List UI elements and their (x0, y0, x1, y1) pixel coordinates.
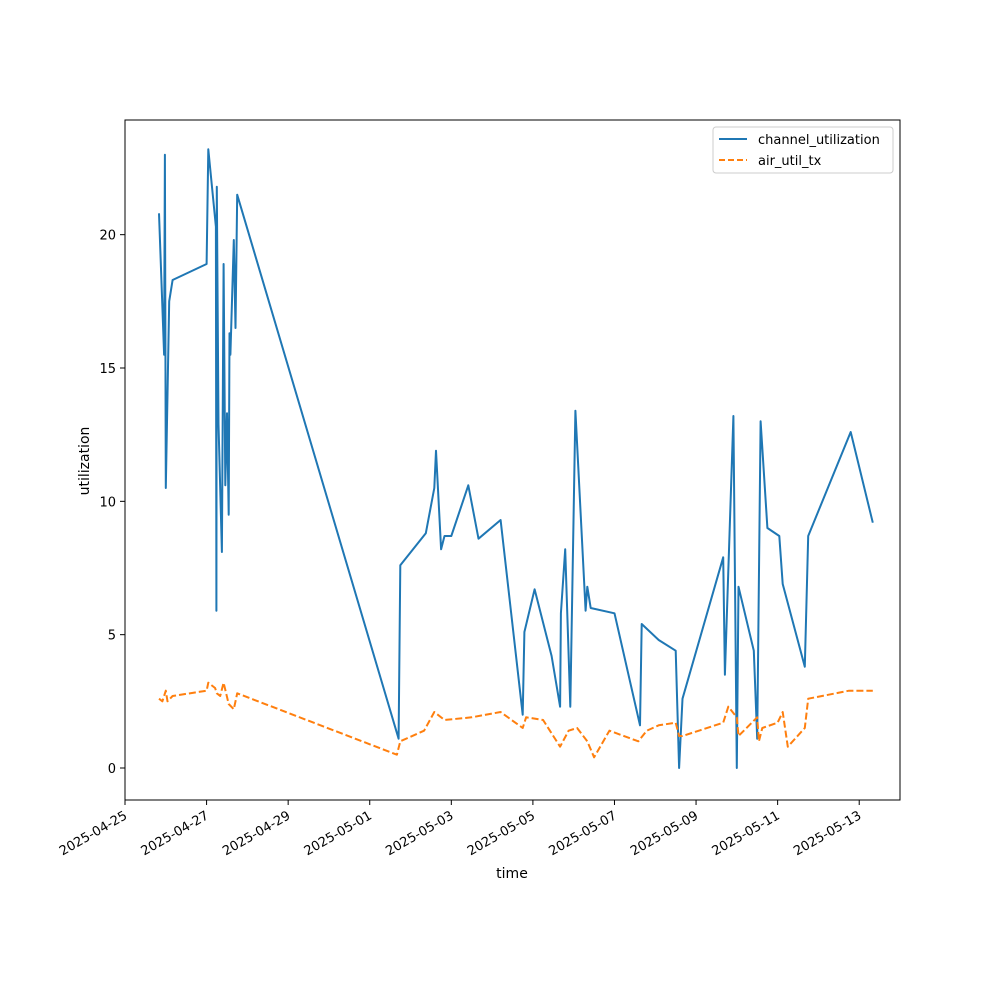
y-tick-label: 10 (99, 495, 116, 510)
y-tick-label: 15 (99, 362, 116, 377)
y-tick-label: 5 (108, 629, 116, 644)
series-line-air-util-tx (158, 681, 873, 759)
legend-box (712, 126, 894, 174)
legend-label-channel-utilization: channel_utilization (758, 133, 880, 148)
plot-frame (124, 119, 901, 801)
legend: channel_utilization air_util_tx (712, 126, 894, 174)
legend-label-air-util-tx: air_util_tx (758, 154, 822, 169)
y-tick-label: 20 (99, 229, 116, 244)
y-tick-label: 0 (108, 762, 116, 777)
series-line-channel-utilization (158, 148, 874, 769)
series-layer (158, 148, 874, 769)
y-axis: 0 5 10 15 20 (99, 229, 125, 777)
y-axis-label: utilization (77, 427, 93, 496)
x-axis-label: time (496, 866, 528, 882)
